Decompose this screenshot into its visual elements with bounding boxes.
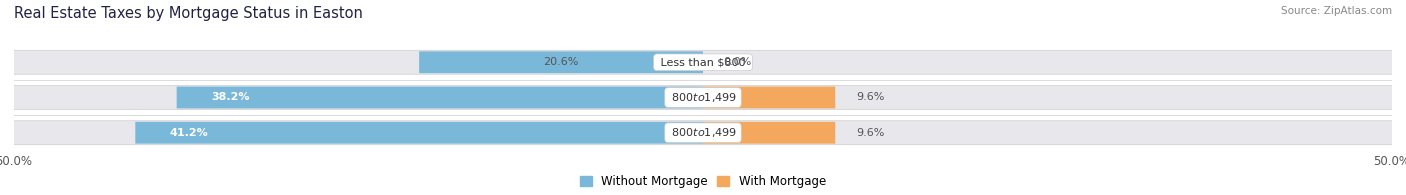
FancyBboxPatch shape xyxy=(419,51,703,73)
FancyBboxPatch shape xyxy=(135,122,703,144)
Text: 38.2%: 38.2% xyxy=(211,92,250,103)
Text: 41.2%: 41.2% xyxy=(170,128,208,138)
FancyBboxPatch shape xyxy=(703,87,835,108)
Text: $800 to $1,499: $800 to $1,499 xyxy=(668,91,738,104)
FancyBboxPatch shape xyxy=(14,86,1392,109)
Text: 9.6%: 9.6% xyxy=(856,92,884,103)
Text: 9.6%: 9.6% xyxy=(856,128,884,138)
FancyBboxPatch shape xyxy=(703,122,835,144)
Text: Source: ZipAtlas.com: Source: ZipAtlas.com xyxy=(1281,6,1392,16)
FancyBboxPatch shape xyxy=(14,50,1392,74)
Text: $800 to $1,499: $800 to $1,499 xyxy=(668,126,738,139)
Text: Real Estate Taxes by Mortgage Status in Easton: Real Estate Taxes by Mortgage Status in … xyxy=(14,6,363,21)
Text: 20.6%: 20.6% xyxy=(543,57,579,67)
Legend: Without Mortgage, With Mortgage: Without Mortgage, With Mortgage xyxy=(581,175,825,188)
Text: Less than $800: Less than $800 xyxy=(657,57,749,67)
FancyBboxPatch shape xyxy=(14,121,1392,145)
Text: 0.0%: 0.0% xyxy=(724,57,752,67)
FancyBboxPatch shape xyxy=(177,87,703,108)
